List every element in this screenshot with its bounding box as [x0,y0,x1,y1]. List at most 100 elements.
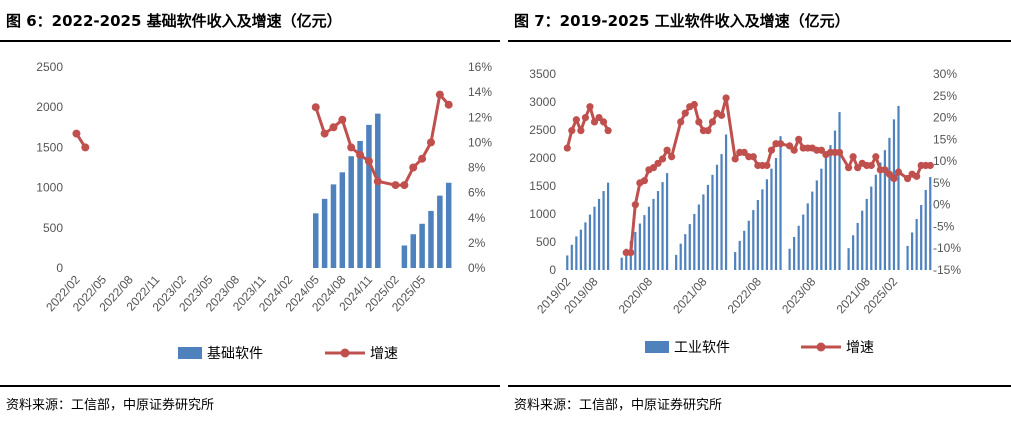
bar [661,182,664,270]
figure-6-source: 资料来源：工信部，中原证券研究所 [6,398,215,413]
bar [874,174,877,270]
growth-point [690,100,698,109]
legend-bar-label: 工业软件 [674,340,730,356]
bar [593,206,596,270]
bar [924,189,927,270]
growth-point [599,118,608,126]
bar [829,145,832,270]
bar [643,215,646,270]
bar [752,210,755,270]
y-left-tick-label: 2000 [36,100,63,114]
growth-point [903,174,912,183]
growth-point [586,103,594,111]
bar [357,140,363,268]
growth-point [913,172,921,180]
bar [410,234,416,268]
legend-bar-label: 基础软件 [207,345,263,362]
bar [620,257,623,270]
bar [838,112,841,270]
y-left-tick-label: 0 [56,261,63,275]
bar [793,236,796,270]
growth-point [786,142,794,150]
bar [339,172,346,268]
bar [720,154,723,270]
bar [656,191,660,270]
y-right-tick-label: 0% [468,261,486,275]
y-right-tick-label: 16% [468,60,492,74]
growth-point [763,161,771,170]
bar [734,252,737,270]
growth-point [604,127,612,135]
growth-point [338,115,347,124]
growth-point [364,157,373,166]
y-right-tick-label: 6% [468,186,486,200]
bar [883,150,886,270]
growth-point [320,129,329,138]
growth-point [373,177,382,186]
growth-point [708,118,717,126]
bar [693,214,696,270]
x-tick-label: 2021/08 [670,274,710,316]
growth-point [894,168,903,176]
growth-point [418,154,427,163]
y-right-tick-label: 5% [933,176,951,190]
growth-point [391,181,400,190]
y-right-tick-label: 10% [933,154,957,168]
y-right-tick-label: -15% [933,263,961,277]
growth-point [631,201,639,209]
y-left-tick-label: 500 [536,235,556,249]
bar [675,254,678,270]
bar [774,158,778,270]
chart-7-industrial-software: 0 500 1000 1500 2000 2500 3000 3500 -15% -10% -5% 0… [529,67,961,356]
bar [566,255,569,270]
bar [588,214,592,270]
bar [833,130,837,270]
bar [906,245,909,270]
bar [652,198,655,270]
growth-point [426,138,435,147]
growth-point [568,127,576,135]
y-right-tick-label: 25% [933,89,957,103]
growth-point [649,164,658,172]
bar [811,191,814,270]
bar [892,119,896,270]
bar [815,180,818,270]
growth-point [677,118,685,126]
bar [724,134,728,270]
bar [865,198,868,270]
growth-point [790,146,798,154]
growth-point [640,177,649,185]
bar [607,182,610,270]
bar [428,210,434,268]
bar [711,174,714,270]
y-right-tick-label: 4% [468,211,486,225]
growth-point [695,118,703,126]
growth-point [704,127,712,135]
growth-point [740,148,748,156]
growth-point [347,143,356,152]
bar [929,177,932,270]
bar [419,223,425,268]
figure-6-panel: 图 6：2022-2025 基础软件收入及增速（亿元） 0 500 1000 1500… [0,0,500,425]
y-left-tick-label: 0 [549,263,556,277]
bar [634,231,637,270]
bar [797,225,800,270]
growth-point [835,148,844,156]
growth-point [767,146,776,154]
bar [802,214,805,270]
legend-bar-swatch [645,341,669,353]
legend-bar-swatch [178,347,202,359]
bar [738,240,741,270]
bar [366,124,372,268]
y-left-tick-label: 1000 [36,181,63,195]
x-tick-label: 2020/08 [616,274,656,316]
growth-point [776,140,785,148]
bar [575,236,578,270]
y-left-tick-label: 2500 [529,123,556,137]
growth-point [926,161,934,170]
bar [847,248,850,270]
bar [879,162,882,270]
bar [445,182,452,268]
y-right-tick-label: -5% [933,219,955,233]
x-tick-label: 2022/08 [725,274,765,316]
